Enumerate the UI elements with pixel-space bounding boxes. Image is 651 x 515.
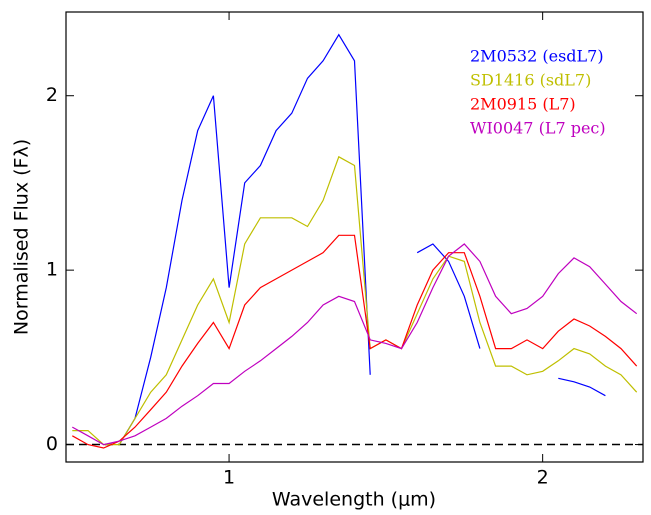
y-tick-label: 0 (46, 433, 58, 455)
spectrum-line (118, 33, 606, 445)
spectrum-line (72, 155, 638, 446)
spectrum-line (72, 234, 638, 449)
legend-entry: 2M0532 (esdL7) (470, 47, 604, 66)
legend-entry: 2M0915 (L7) (470, 95, 576, 114)
y-tick-label: 2 (46, 84, 58, 106)
legend-entry: WI0047 (L7 pec) (470, 119, 606, 138)
y-tick-label: 1 (46, 259, 58, 281)
spectrum-line (72, 243, 638, 446)
plot-frame (65, 11, 644, 463)
y-axis-label: Normalised Flux (Fλ) (11, 139, 33, 335)
x-axis-label: Wavelength (μm) (272, 489, 436, 511)
x-tick-label: 1 (223, 467, 235, 489)
x-tick-label: 2 (537, 467, 549, 489)
legend-entry: SD1416 (sdL7) (470, 71, 591, 90)
